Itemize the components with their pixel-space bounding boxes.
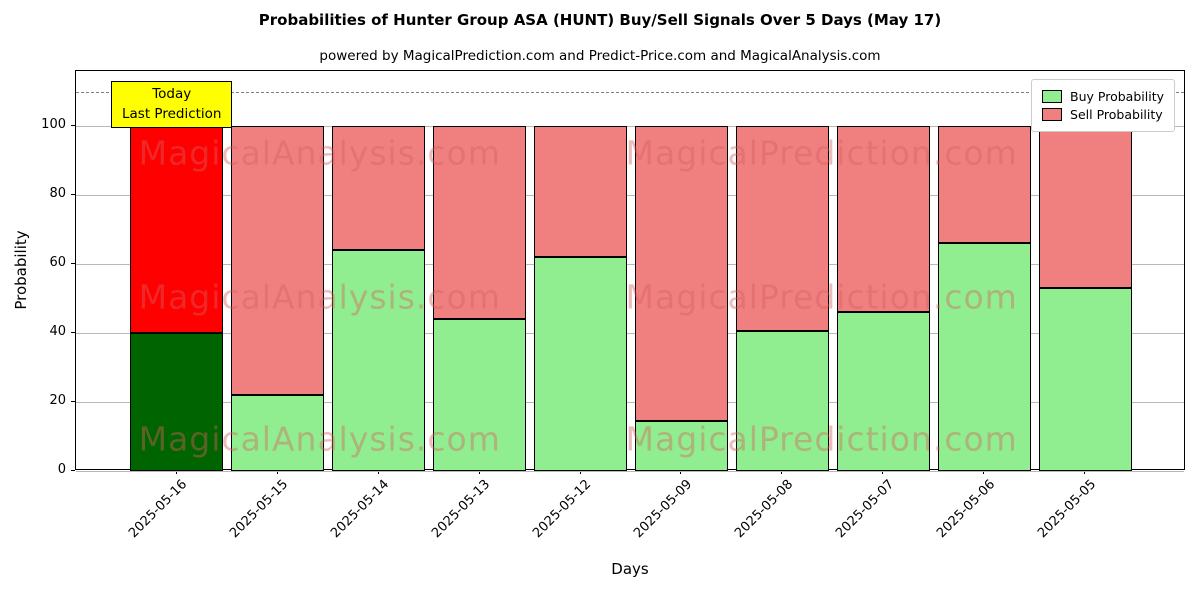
y-tick-mark	[71, 332, 75, 334]
legend-item-sell: Sell Probability	[1042, 107, 1164, 122]
sell-bar-segment	[635, 126, 728, 421]
legend-label: Sell Probability	[1070, 107, 1163, 122]
y-tick-mark	[71, 401, 75, 403]
buy-bar-segment	[937, 243, 1031, 471]
x-tick-mark	[1084, 470, 1086, 474]
watermark-text: MagicalAnalysis.com	[138, 277, 501, 317]
legend: Buy Probability Sell Probability	[1031, 79, 1175, 132]
buy-bar-segment	[534, 257, 627, 471]
sell-bar-segment	[937, 126, 1031, 244]
x-tick-label: 2025-05-09	[631, 477, 696, 542]
chart-subtitle: powered by MagicalPrediction.com and Pre…	[319, 48, 881, 64]
buy-bar-segment	[635, 421, 728, 471]
sell-bar-segment	[231, 126, 325, 396]
x-tick-label: 2025-05-06	[933, 477, 998, 542]
x-tick-mark	[983, 470, 985, 474]
x-axis-label: Days	[611, 560, 649, 578]
x-tick-mark	[579, 470, 581, 474]
watermark-text: MagicalPrediction.com	[625, 277, 1018, 317]
watermark-text: MagicalPrediction.com	[625, 133, 1018, 173]
gridline	[76, 126, 1184, 128]
x-tick-mark	[680, 470, 682, 474]
buy-bar-segment	[836, 312, 930, 471]
y-tick-mark	[71, 263, 75, 265]
buy-bar-segment	[1038, 288, 1132, 471]
watermark-text: MagicalPrediction.com	[625, 419, 1018, 459]
legend-label: Buy Probability	[1070, 89, 1164, 104]
sell-bar-segment	[534, 126, 627, 258]
gridline	[76, 264, 1184, 266]
buy-bar-segment	[332, 250, 426, 471]
buy-bar-segment	[231, 395, 325, 471]
x-tick-mark	[781, 470, 783, 474]
x-tick-label: 2025-05-08	[731, 477, 796, 542]
y-tick-mark	[71, 470, 75, 471]
y-tick-label: 20	[49, 393, 66, 409]
today-annotation-line2: Last Prediction	[122, 105, 222, 122]
x-tick-mark	[377, 470, 379, 474]
y-tick-label: 0	[57, 462, 66, 477]
x-tick-mark	[276, 470, 278, 474]
watermark-text: MagicalAnalysis.com	[138, 419, 501, 459]
x-tick-label: 2025-05-07	[832, 477, 897, 542]
gridline	[76, 402, 1184, 404]
y-tick-mark	[71, 125, 75, 127]
y-tick-label: 80	[49, 186, 66, 202]
sell-bar-segment	[836, 126, 930, 313]
y-tick-label: 60	[49, 255, 66, 271]
today-annotation: Today Last Prediction	[111, 81, 233, 129]
sell-swatch-icon	[1042, 108, 1063, 121]
plot-area: Today Last Prediction Buy Probability Sel…	[75, 70, 1185, 472]
x-tick-label: 2025-05-14	[328, 477, 393, 542]
x-tick-mark	[175, 470, 177, 474]
sell-bar-segment	[433, 126, 527, 320]
x-tick-label: 2025-05-05	[1034, 477, 1099, 542]
x-tick-label: 2025-05-16	[126, 477, 191, 542]
today-annotation-line1: Today	[152, 86, 192, 102]
gridline	[76, 333, 1184, 335]
buy-swatch-icon	[1042, 90, 1063, 103]
threshold-dashed-line	[76, 91, 1184, 93]
gridline	[76, 471, 1184, 472]
y-tick-mark	[71, 194, 75, 196]
y-tick-label: 100	[41, 117, 66, 133]
gridline	[76, 195, 1184, 197]
y-tick-label: 40	[49, 324, 66, 340]
chart-title: Probabilities of Hunter Group ASA (HUNT)…	[258, 11, 942, 29]
buy-bar-segment	[130, 333, 224, 471]
x-tick-mark	[882, 470, 884, 474]
x-tick-label: 2025-05-15	[227, 477, 292, 542]
sell-bar-segment	[332, 126, 426, 251]
x-tick-label: 2025-05-13	[429, 477, 494, 542]
x-tick-mark	[478, 470, 480, 474]
sell-bar-segment	[130, 126, 224, 334]
watermark-text: MagicalAnalysis.com	[138, 133, 501, 173]
sell-bar-segment	[735, 126, 829, 332]
buy-bar-segment	[735, 331, 829, 471]
legend-item-buy: Buy Probability	[1042, 89, 1164, 104]
sell-bar-segment	[1038, 126, 1132, 289]
buy-bar-segment	[433, 319, 527, 471]
x-tick-label: 2025-05-12	[530, 477, 595, 542]
